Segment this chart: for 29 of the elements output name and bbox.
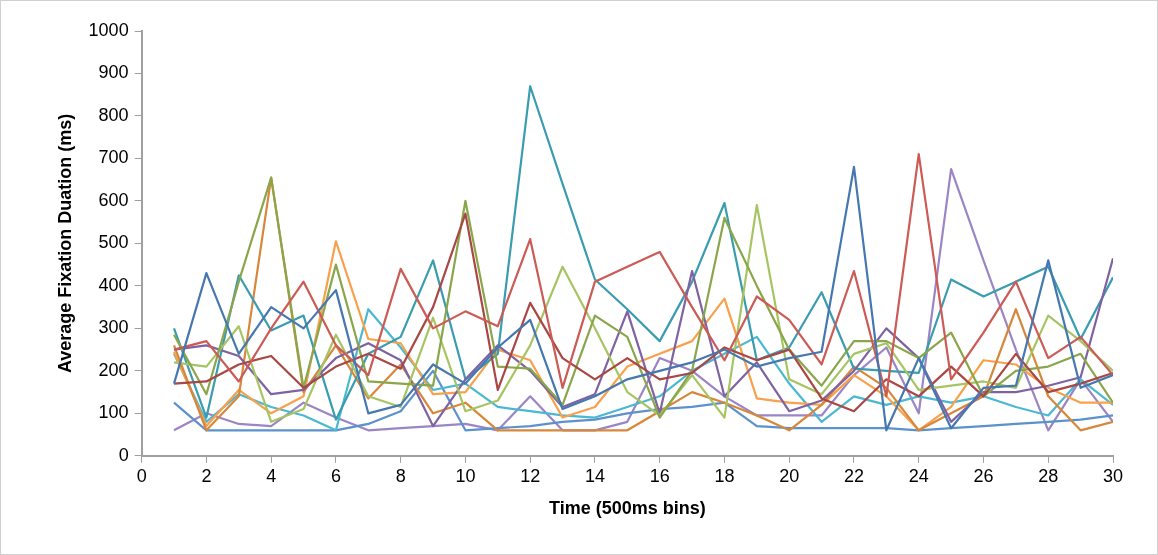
x-tick-label: 28 (1038, 465, 1059, 486)
y-tick-label: 600 (98, 189, 129, 210)
x-tick-label: 8 (395, 465, 406, 486)
x-tick-label: 14 (584, 465, 605, 486)
x-tick-label: 20 (779, 465, 800, 486)
y-tick-label: 300 (98, 317, 129, 338)
x-tick-label: 12 (520, 465, 541, 486)
y-axis-title: Average Fixation Duation (ms) (54, 113, 75, 374)
x-tick-label: 0 (136, 465, 147, 486)
x-axis-title: Time (500ms bins) (548, 498, 706, 519)
y-tick-label: 800 (98, 104, 129, 125)
x-tick-label: 6 (330, 465, 341, 486)
x-tick-label: 2 (201, 465, 212, 486)
y-tick-label: 700 (98, 147, 129, 168)
x-tick-label: 26 (973, 465, 994, 486)
x-tick-label: 30 (1102, 465, 1124, 486)
x-tick-label: 16 (649, 465, 670, 486)
x-tick-label: 18 (714, 465, 735, 486)
y-tick-label: 100 (98, 402, 129, 423)
y-tick-label: 500 (98, 232, 129, 253)
y-tick-label: 0 (118, 444, 129, 465)
x-tick-label: 22 (843, 465, 864, 486)
y-tick-label: 400 (98, 274, 129, 295)
y-tick-label: 200 (98, 359, 129, 380)
y-tick-label: 1000 (88, 19, 129, 40)
x-tick-label: 10 (455, 465, 476, 486)
x-tick-label: 24 (908, 465, 929, 486)
y-tick-label: 900 (98, 62, 129, 83)
x-tick-label: 4 (266, 465, 277, 486)
